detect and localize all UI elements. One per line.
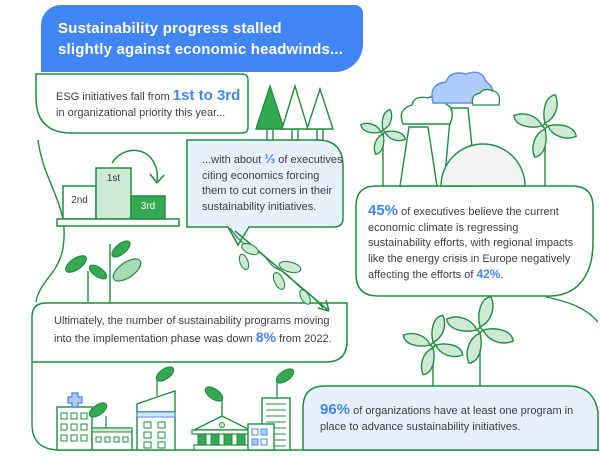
esg-callout-text: ESG initiatives fall from 1st to 3rd in … [56,87,241,119]
seedlings [65,240,142,303]
third-callout-bubble [186,139,344,247]
esg-rank-accent: 1st to 3rd [172,87,241,104]
wind-turbine-icon [511,92,579,186]
implementation-callout-bubble [31,302,348,363]
forty-five-accent: 45% [368,202,399,219]
pine-tree-outline-icon [306,86,334,141]
leaf-icon [204,386,224,402]
dome-icon [440,143,526,187]
bank-columns [197,433,246,446]
pine-tree-outline-icon [281,83,309,141]
implementation-callout-text: Ultimately, the number of sustainability… [54,315,332,345]
wind-turbine-icon [358,107,408,186]
office-building-icon [136,366,176,451]
connector-swoosh-left [31,139,65,451]
leaf-icon [88,402,108,418]
curved-arrow-icon [111,149,165,184]
headline-banner: Sustainability progress stalled slightly… [41,5,363,72]
leaf-icon [275,368,295,384]
headline-line1: Sustainability progress stalled [58,20,282,37]
programs-callout-text: 96% of organizations have at least one p… [320,401,574,433]
forty-two-accent: 42% [476,267,501,281]
cloud-small-icon [471,88,501,106]
one-third-accent: ⅓ [264,151,276,166]
apartment-building-icon [247,368,295,451]
connector-swoosh-right [545,296,599,323]
bank-icon [191,386,253,451]
seedling-icon [65,255,89,303]
hospital-icon [56,392,93,451]
pine-tree-filled-icon [255,83,285,141]
programs-callout-bubble [302,385,599,451]
podium-chart [56,149,180,227]
city-scene [56,366,295,451]
podium-label-1st: 1st [106,173,121,184]
wind-turbine-icon [401,313,465,386]
headline-line2: slightly against economic headwinds... [58,41,344,58]
low-building-icon [88,402,133,451]
leaf-icon [155,366,175,382]
podium-bar-1st [95,167,132,220]
pine-trees [255,83,334,141]
podium-label-2nd: 2nd [71,195,88,206]
wind-turbine-icon [444,294,516,386]
ninety-six-accent: 96% [320,401,351,418]
declining-arrow-icon [229,227,330,312]
industry-scene [358,71,579,187]
climate-callout-bubble [355,185,594,297]
esg-callout-bubble [35,73,249,134]
eight-percent-accent: 8% [255,328,277,345]
podium-label-3rd: 3rd [140,201,156,212]
climate-callout-text: 45% of executives believe the current ec… [368,202,574,281]
seedling-icon [88,240,142,303]
medical-cross-icon [67,392,83,408]
third-callout-text: ...with about ⅓ of executives citing eco… [202,151,343,213]
podium-platform [56,218,180,227]
